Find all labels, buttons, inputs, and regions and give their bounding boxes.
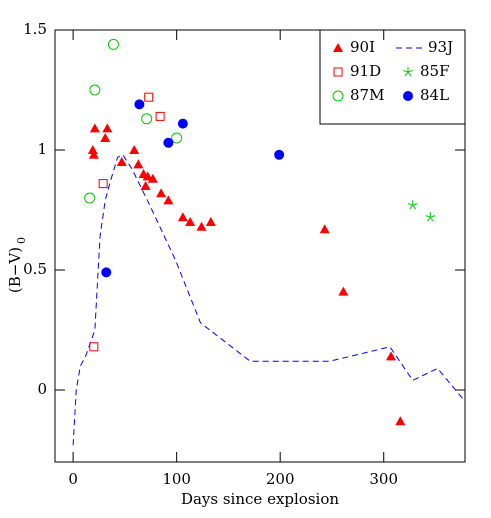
open-circle-marker bbox=[141, 113, 153, 125]
star-marker bbox=[403, 67, 413, 77]
x-tick-label: 0 bbox=[68, 470, 78, 488]
square-marker bbox=[333, 67, 343, 77]
triangle-marker bbox=[102, 123, 113, 133]
triangle-marker bbox=[140, 181, 151, 190]
circle-marker bbox=[403, 91, 413, 101]
triangle-marker bbox=[319, 224, 330, 234]
circle-marker bbox=[163, 137, 174, 148]
triangle-marker bbox=[196, 221, 207, 231]
triangle-marker bbox=[338, 286, 349, 296]
triangle-marker bbox=[129, 145, 140, 154]
legend-label: 87M bbox=[350, 86, 384, 104]
open-circle-marker bbox=[332, 90, 344, 102]
y-tick-label: 1.5 bbox=[23, 20, 47, 38]
legend-label: 93J bbox=[428, 38, 453, 56]
triangle-marker bbox=[333, 43, 343, 52]
y-tick-label: 0 bbox=[37, 380, 47, 398]
open-circle-marker bbox=[107, 38, 119, 50]
y-axis-label-group: (B−V) 0 bbox=[6, 237, 28, 293]
circle-marker bbox=[101, 267, 112, 278]
triangle-marker bbox=[89, 123, 100, 133]
open-circle-marker bbox=[89, 84, 101, 96]
triangle-marker bbox=[395, 416, 406, 426]
circle-marker bbox=[274, 149, 285, 160]
open-circle-marker bbox=[171, 132, 183, 144]
legend-label: 90I bbox=[350, 38, 375, 56]
legend-box bbox=[319, 29, 466, 125]
triangle-marker bbox=[156, 188, 167, 198]
plot-frame bbox=[54, 29, 466, 463]
triangle-marker bbox=[142, 171, 153, 181]
triangle-marker bbox=[133, 159, 144, 169]
y-axis-label-sub: 0 bbox=[15, 237, 28, 244]
legend-label: 85F bbox=[420, 62, 450, 80]
line-series bbox=[72, 154, 465, 446]
triangle-marker bbox=[116, 157, 127, 166]
triangle-marker bbox=[87, 145, 98, 154]
triangle-marker bbox=[163, 195, 174, 205]
triangle-marker bbox=[147, 173, 158, 183]
y-tick-label: 1 bbox=[37, 140, 47, 158]
star-marker bbox=[425, 212, 436, 222]
legend-label: 91D bbox=[350, 62, 381, 80]
legend-label: 84L bbox=[420, 86, 449, 104]
circle-marker bbox=[134, 99, 145, 110]
square-marker bbox=[89, 342, 99, 352]
y-tick-label: 0.5 bbox=[23, 260, 47, 278]
x-axis-label: Days since explosion bbox=[181, 490, 339, 508]
square-marker bbox=[98, 179, 108, 189]
y-axis-label: (B−V) bbox=[6, 247, 24, 293]
circle-marker bbox=[177, 118, 188, 129]
triangle-marker bbox=[205, 217, 216, 226]
open-circle-marker bbox=[84, 192, 96, 204]
triangle-marker bbox=[385, 351, 396, 361]
star-marker bbox=[407, 200, 418, 210]
x-tick-label: 100 bbox=[162, 470, 191, 488]
triangle-marker bbox=[88, 149, 99, 159]
triangle-marker bbox=[100, 133, 111, 142]
square-marker bbox=[155, 111, 165, 121]
triangle-marker bbox=[177, 212, 188, 222]
square-marker bbox=[144, 92, 154, 102]
x-tick-label: 200 bbox=[266, 470, 295, 488]
triangle-marker bbox=[185, 217, 196, 226]
x-tick-label: 300 bbox=[369, 470, 398, 488]
